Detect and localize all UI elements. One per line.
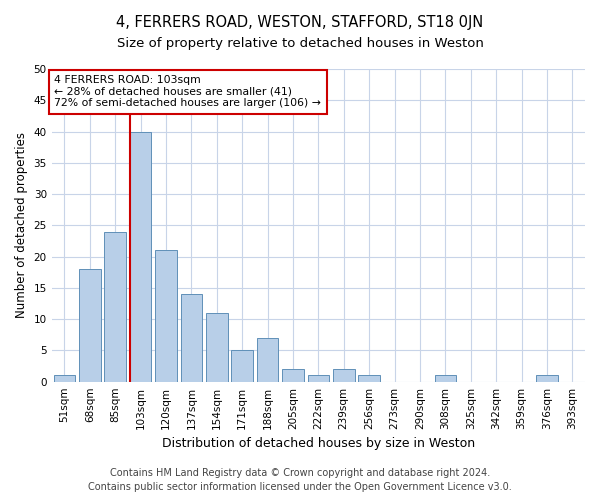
Bar (104, 232, 126, 382)
Bar (181, 294, 202, 382)
Text: Size of property relative to detached houses in Weston: Size of property relative to detached ho… (116, 38, 484, 51)
Y-axis label: Number of detached properties: Number of detached properties (15, 132, 28, 318)
Text: 4 FERRERS ROAD: 103sqm
← 28% of detached houses are smaller (41)
72% of semi-det: 4 FERRERS ROAD: 103sqm ← 28% of detached… (55, 76, 321, 108)
Bar (536, 376, 557, 382)
Bar (155, 250, 177, 382)
Bar (257, 338, 278, 382)
Bar (206, 313, 227, 382)
Bar (232, 350, 253, 382)
Bar (53, 376, 75, 382)
Bar (79, 269, 101, 382)
Text: 4, FERRERS ROAD, WESTON, STAFFORD, ST18 0JN: 4, FERRERS ROAD, WESTON, STAFFORD, ST18 … (116, 15, 484, 30)
Bar (434, 376, 456, 382)
X-axis label: Distribution of detached houses by size in Weston: Distribution of detached houses by size … (162, 437, 475, 450)
Bar (130, 132, 151, 382)
Bar (358, 376, 380, 382)
Text: Contains HM Land Registry data © Crown copyright and database right 2024.
Contai: Contains HM Land Registry data © Crown c… (88, 468, 512, 492)
Bar (333, 369, 355, 382)
Bar (308, 376, 329, 382)
Bar (282, 369, 304, 382)
